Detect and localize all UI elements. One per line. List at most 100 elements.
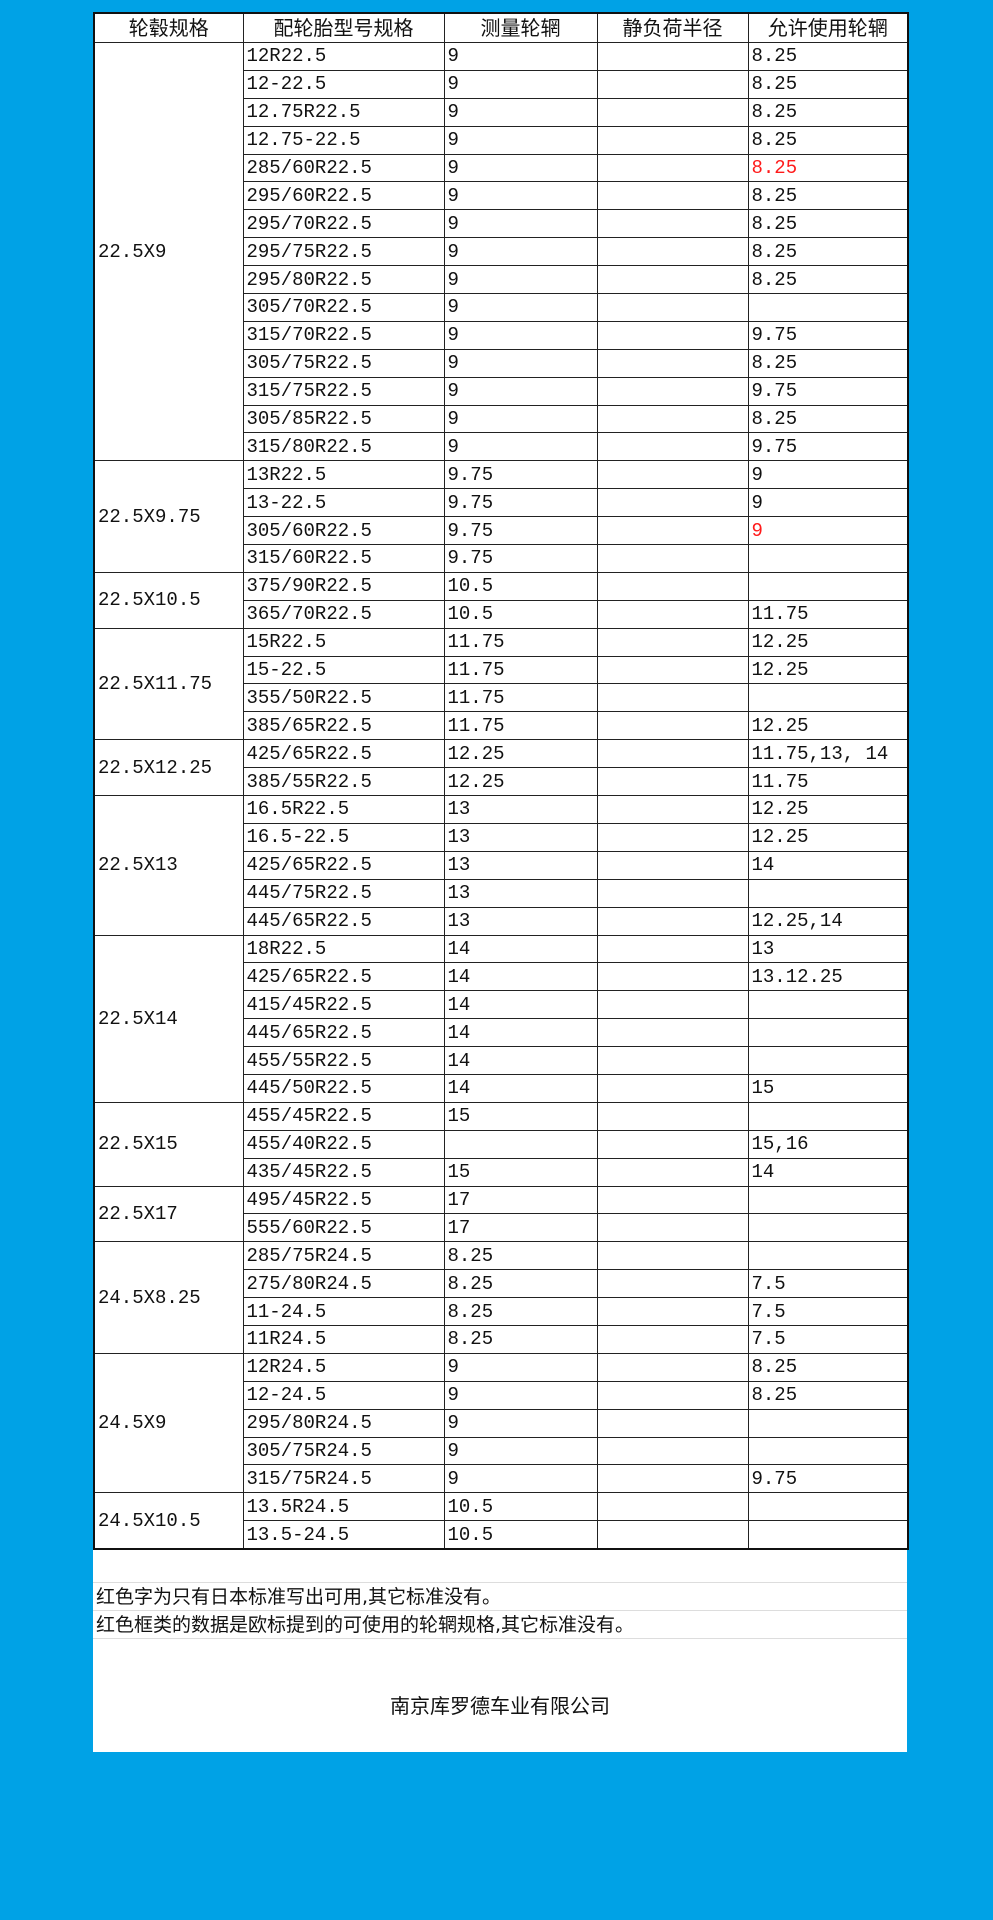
- tire-spec-cell: 305/75R24.5: [242, 1436, 445, 1466]
- tire-spec-cell: 13.5R24.5: [242, 1492, 445, 1522]
- hub-spec-cell: 22.5X15: [93, 1101, 244, 1187]
- measuring-rim-cell: 9: [443, 42, 598, 71]
- static-radius-cell: [596, 293, 749, 322]
- static-radius-cell: [596, 1492, 749, 1522]
- static-radius-cell: [596, 1185, 749, 1215]
- measuring-rim-cell: 14: [443, 1046, 598, 1075]
- allowed-rims-cell: [747, 1408, 909, 1438]
- table-row: 24.5X8.25 285/75R24.5 8.25: [93, 1241, 909, 1354]
- header-measuring-rim: 测量轮辋: [443, 12, 598, 43]
- tire-spec-cell: 355/50R22.5: [242, 683, 445, 713]
- measuring-rim-cell: 9.75: [443, 460, 598, 490]
- measuring-rim-cell: 12.25: [443, 739, 598, 769]
- table-row: 305/70R22.5 9: [94, 293, 909, 322]
- table-row: 22.5X15 455/45R22.5 15: [93, 1101, 909, 1187]
- table-row: 445/75R22.5 13: [94, 878, 909, 908]
- allowed-rims-cell: 8.25: [747, 404, 909, 434]
- static-radius-cell: [596, 1297, 749, 1326]
- measuring-rim-cell: 17: [443, 1185, 598, 1215]
- allowed-rims-cell: 9.75: [747, 376, 909, 406]
- allowed-rims-cell: 8.25: [747, 181, 909, 211]
- table-row: 11-24.5 8.25 7.5: [94, 1297, 909, 1326]
- tire-spec-cell: 295/80R22.5: [242, 265, 445, 295]
- static-radius-cell: [596, 1018, 749, 1048]
- tire-spec-cell: 295/70R22.5: [242, 209, 445, 239]
- measuring-rim-cell: 9: [443, 376, 598, 406]
- allowed-rims-cell: 11.75: [747, 599, 909, 629]
- table-row: 13.5-24.5 10.5: [94, 1520, 909, 1550]
- measuring-rim-cell: 8.25: [443, 1297, 598, 1326]
- measuring-rim-cell: 14: [443, 1073, 598, 1103]
- table-row: 315/60R22.5 9.75: [94, 544, 909, 573]
- measuring-rim-cell: 9.75: [443, 544, 598, 573]
- tire-spec-cell: 315/80R22.5: [242, 432, 445, 462]
- allowed-rims-cell: 12.25: [747, 655, 909, 685]
- allowed-rims-cell: 8.25: [747, 97, 909, 127]
- measuring-rim-cell: 10.5: [443, 1520, 598, 1550]
- allowed-rims-cell: 8.25: [747, 69, 909, 99]
- measuring-rim-cell: 9: [443, 125, 598, 155]
- table-row: 385/65R22.5 11.75 12.25: [94, 711, 909, 741]
- tire-spec-cell: 12-22.5: [242, 69, 445, 99]
- table-body: 22.5X9 12R22.5 9 8.25 12-22.5 9 8.25 12.75R22.5…: [93, 41, 909, 1550]
- tire-spec-cell: 12.75R22.5: [242, 97, 445, 127]
- table-row: 365/70R22.5 10.5 11.75: [94, 599, 909, 629]
- allowed-rims-cell: 9: [747, 488, 909, 518]
- tire-spec-cell: 315/75R24.5: [242, 1464, 445, 1494]
- hub-spec-cell: 22.5X11.75: [93, 627, 244, 741]
- table-row: 12-22.5 9 8.25: [94, 69, 909, 99]
- measuring-rim-cell: 9: [443, 1408, 598, 1438]
- tire-spec-cell: 12R24.5: [242, 1352, 445, 1382]
- measuring-rim-cell: 9: [443, 97, 598, 127]
- measuring-rim-cell: 10.5: [443, 599, 598, 629]
- static-radius-cell: [596, 432, 749, 462]
- table-row: 315/75R24.5 9 9.75: [94, 1464, 909, 1494]
- static-radius-cell: [596, 1352, 749, 1382]
- allowed-rims-cell: [747, 878, 909, 908]
- tire-spec-cell: 295/80R24.5: [242, 1408, 445, 1438]
- static-radius-cell: [596, 404, 749, 434]
- measuring-rim-cell: 14: [443, 990, 598, 1020]
- hub-spec-cell: 24.5X8.25: [93, 1241, 244, 1354]
- allowed-rims-cell: 15,16: [747, 1129, 909, 1159]
- measuring-rim-cell: 9: [443, 348, 598, 378]
- table-row: 22.5X13 16.5R22.5 13 12.25: [93, 795, 909, 936]
- tire-spec-cell: 305/75R22.5: [242, 348, 445, 378]
- measuring-rim-cell: 14: [443, 1018, 598, 1048]
- table-row: 22.5X12.25 425/65R22.5 12.25 11.75,13, 14: [93, 739, 909, 797]
- static-radius-cell: [596, 1380, 749, 1410]
- static-radius-cell: [596, 627, 749, 657]
- static-radius-cell: [596, 69, 749, 99]
- tire-spec-cell: 305/60R22.5: [242, 516, 445, 546]
- divider: [93, 1638, 907, 1639]
- table-row: 11R24.5 8.25 7.5: [94, 1324, 909, 1354]
- allowed-rims-cell: 8.25: [747, 237, 909, 267]
- table-row: 24.5X9 12R24.5 9 8.25: [93, 1352, 909, 1494]
- measuring-rim-cell: 9: [443, 1352, 598, 1382]
- allowed-rims-cell: 8.25: [747, 153, 909, 183]
- tire-spec-cell: 305/70R22.5: [242, 293, 445, 322]
- tire-spec-cell: 385/65R22.5: [242, 711, 445, 741]
- static-radius-cell: [596, 1520, 749, 1550]
- company-name: 南京库罗德车业有限公司: [390, 1694, 610, 1718]
- tire-spec-cell: 13R22.5: [242, 460, 445, 490]
- allowed-rims-cell: 8.25: [747, 42, 909, 71]
- tire-spec-cell: 425/65R22.5: [242, 739, 445, 769]
- table-row: 22.5X11.75 15R22.5 11.75 12.25: [93, 627, 909, 741]
- header-static-radius: 静负荷半径: [596, 12, 749, 43]
- table-row: 455/40R22.5 15,16: [94, 1129, 909, 1159]
- table-row: 22.5X9.75 13R22.5 9.75 9: [93, 460, 909, 573]
- tire-spec-cell: 12.75-22.5: [242, 125, 445, 155]
- allowed-rims-cell: [747, 544, 909, 573]
- allowed-rims-cell: [747, 1101, 909, 1131]
- table-row: 22.5X10.5 375/90R22.5 10.5: [93, 571, 909, 629]
- static-radius-cell: [596, 906, 749, 936]
- allowed-rims-cell: 8.25: [747, 265, 909, 295]
- measuring-rim-cell: [443, 1129, 598, 1159]
- header-tire-spec: 配轮胎型号规格: [242, 12, 445, 43]
- table-row: 16.5-22.5 13 12.25: [94, 822, 909, 852]
- measuring-rim-cell: 11.75: [443, 627, 598, 657]
- static-radius-cell: [596, 125, 749, 155]
- rim-spec-table: 轮毂规格 配轮胎型号规格 测量轮辋 静负荷半径 允许使用轮辋 22.5X9 12R…: [93, 12, 909, 1551]
- allowed-rims-cell: 14: [747, 1157, 909, 1187]
